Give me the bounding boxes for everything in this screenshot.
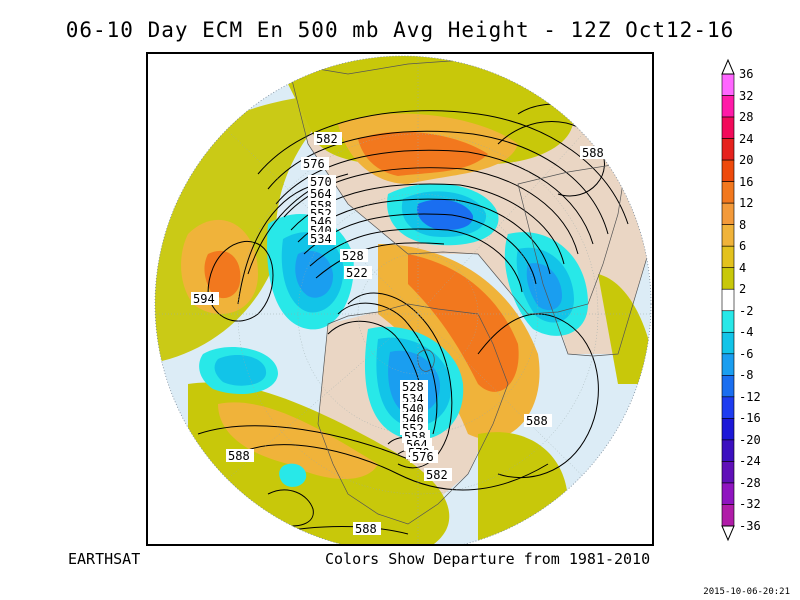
legend-tick-label: -20 <box>739 432 761 447</box>
contour-label: 588 <box>226 449 254 463</box>
legend-tick-label: -28 <box>739 475 761 490</box>
anomaly-south-orange <box>218 402 378 479</box>
color-legend: 36 32 28 24 20 16 12 8 6 4 2 -2 -4 -6 -8 -12 -16 -20 -24 -2… <box>720 58 780 542</box>
legend-tick-label: 8 <box>739 217 747 232</box>
contour-label: 522 <box>344 266 372 280</box>
legend-swatch <box>721 288 735 312</box>
anomaly-atlantic-positive <box>478 432 568 544</box>
legend-tick-label: -36 <box>739 519 761 533</box>
svg-text:534: 534 <box>310 232 332 246</box>
svg-text:582: 582 <box>426 468 448 482</box>
legend-swatch <box>721 504 735 527</box>
contour-label: 588 <box>524 414 552 428</box>
svg-text:582: 582 <box>316 132 338 146</box>
legend-swatch <box>721 439 735 462</box>
svg-text:588: 588 <box>355 522 377 536</box>
legend-swatch <box>721 73 735 96</box>
svg-text:522: 522 <box>346 266 368 280</box>
svg-text:588: 588 <box>228 449 250 463</box>
legend-swatch <box>721 310 735 333</box>
contour-labels: 582 576 570 564 558 552 546 540 528 522 … <box>191 132 608 536</box>
legend-tick-label: -16 <box>739 411 761 426</box>
contour-label: 594 <box>191 292 219 306</box>
legend-tick-label: 24 <box>739 131 754 146</box>
disk-outline <box>154 55 652 544</box>
contour-label: 588 <box>580 146 608 160</box>
legend-swatch <box>721 331 735 355</box>
legend-tick-label: -24 <box>739 454 761 469</box>
anomaly-siberia-core <box>526 263 562 311</box>
svg-text:588: 588 <box>582 146 604 160</box>
anomaly-arctic-core <box>358 131 488 176</box>
svg-text:594: 594 <box>193 292 215 306</box>
legend-swatch <box>721 202 735 225</box>
contour-label: 576 <box>410 450 438 464</box>
legend-tick-label: 2 <box>739 282 747 297</box>
legend-tick-label: -8 <box>739 368 754 383</box>
legend-swatch <box>721 418 735 441</box>
legend-swatch <box>721 461 735 484</box>
legend-tick-label: -12 <box>739 389 761 404</box>
contour-label: 576 <box>301 157 329 171</box>
legend-arrow-top <box>721 58 735 75</box>
color-legend-bar <box>721 58 735 542</box>
contour-label: 534 <box>308 232 336 246</box>
legend-tick-label: -4 <box>739 325 754 340</box>
legend-swatch <box>721 245 735 269</box>
anomaly-europe-core <box>408 254 519 392</box>
legend-swatch <box>721 482 735 505</box>
legend-tick-label: 32 <box>739 88 754 103</box>
svg-text:576: 576 <box>303 157 325 171</box>
legend-arrow-bottom <box>721 525 735 542</box>
legend-tick-label: 16 <box>739 174 754 189</box>
contour-label: 582 <box>314 132 342 146</box>
legend-tick-label: -6 <box>739 346 754 361</box>
contour-label: 570 <box>308 175 336 189</box>
anomaly-east-positive <box>598 274 651 384</box>
legend-swatch <box>721 353 735 376</box>
map-svg: 582 576 570 564 558 552 546 540 528 522 … <box>154 55 652 544</box>
svg-text:528: 528 <box>342 249 364 263</box>
anomaly-pacific-core <box>204 250 241 299</box>
chart-title: 06-10 Day ECM En 500 mb Avg Height - 12Z… <box>65 18 735 42</box>
departure-note: Colors Show Departure from 1981-2010 <box>325 550 651 568</box>
legend-tick-label: 6 <box>739 239 747 254</box>
svg-text:576: 576 <box>412 450 434 464</box>
contour-label: 528 <box>340 249 368 263</box>
anomaly-pacific-negative-core <box>214 355 267 386</box>
anomaly-alaska-core <box>295 250 334 298</box>
contour-label: 588 <box>353 522 381 536</box>
svg-text:528: 528 <box>402 380 424 394</box>
legend-swatch <box>721 224 735 247</box>
legend-swatch <box>721 116 735 139</box>
legend-tick-label: -2 <box>739 303 754 318</box>
legend-swatch <box>721 159 735 182</box>
svg-text:588: 588 <box>526 414 548 428</box>
anomaly-small-negative <box>279 463 307 487</box>
legend-swatch <box>721 267 735 290</box>
legend-swatch <box>721 181 735 204</box>
source-label: EARTHSAT <box>68 550 141 568</box>
legend-tick-label: 4 <box>739 260 747 275</box>
legend-tick-label: 20 <box>739 153 754 168</box>
svg-text:570: 570 <box>310 175 332 189</box>
polar-map: 582 576 570 564 558 552 546 540 528 522 … <box>146 52 654 546</box>
legend-swatch <box>721 95 735 118</box>
legend-swatch <box>721 396 735 419</box>
legend-tick-label: -32 <box>739 497 761 512</box>
legend-tick-label: 36 <box>739 67 754 81</box>
legend-tick-label: 28 <box>739 110 754 125</box>
svg-text:564: 564 <box>310 187 332 201</box>
legend-tick-label: 12 <box>739 196 754 211</box>
contour-label: 564 <box>308 187 336 201</box>
contour-label: 528 <box>400 380 428 394</box>
contour-label: 582 <box>424 468 452 482</box>
timestamp: 2015-10-06-20:21 <box>703 587 790 597</box>
legend-swatch <box>721 138 735 161</box>
legend-swatch <box>721 375 735 398</box>
